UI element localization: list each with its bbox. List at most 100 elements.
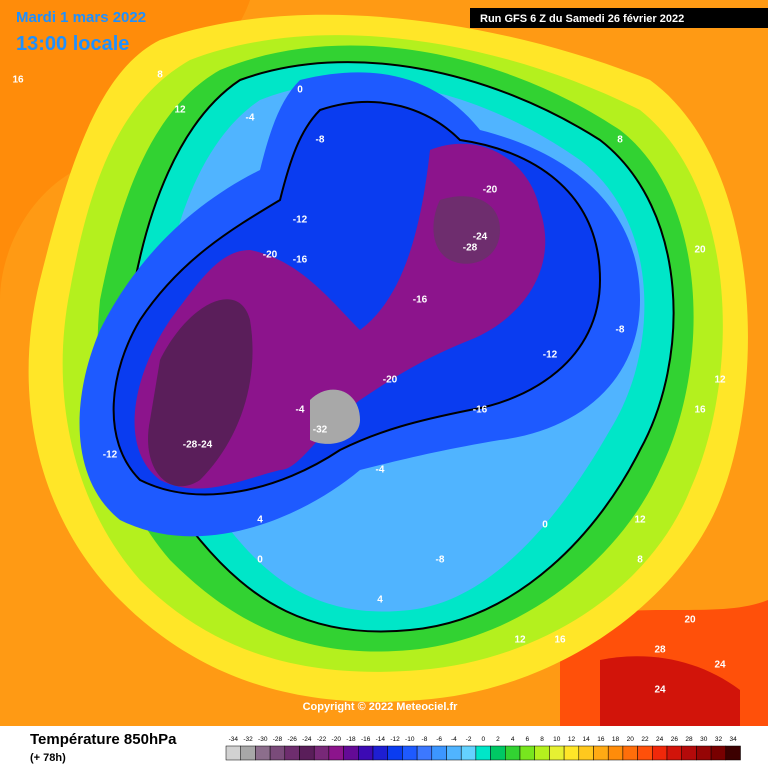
legend-value: 22 [641,736,649,743]
contour-label: 8 [157,70,163,81]
contour-label: -8 [316,135,325,146]
legend-swatch [725,745,741,761]
legend-swatch [402,745,418,761]
color-legend: -34 -32 -30 -28 -26 -24 -22 -20 -18 -16 -14 -12 -10-… [225,736,741,761]
legend-value: 30 [700,736,708,743]
legend-swatch [328,745,344,761]
contour-label: 8 [617,135,623,146]
legend-swatch [519,745,535,761]
contour-label: 16 [694,405,706,416]
legend-swatch [416,745,433,761]
legend-value: -12 [390,736,400,743]
contour-label: 12 [634,515,646,526]
legend-value: 26 [671,736,679,743]
contour-label: -32 [313,425,328,436]
contour-label: -24 [473,232,488,243]
legend-swatch [681,745,697,761]
legend-swatch [269,745,286,761]
legend-swatch [446,745,462,761]
legend-swatch [387,745,403,761]
legend-value: 4 [511,736,515,743]
contour-label: -28 [463,243,478,254]
legend-value: -14 [376,736,386,743]
contour-label: 16 [554,635,566,646]
legend-swatch [240,745,256,761]
legend-swatch [549,745,565,761]
legend-value: -4 [451,736,457,743]
legend-swatch [358,745,374,761]
legend-swatch [710,745,727,761]
contour-label: 4 [257,515,263,526]
contour-label: -4 [296,405,305,416]
legend-value: 10 [553,736,561,743]
run-label: Run GFS 6 Z du Samedi 26 février 2022 [480,13,684,25]
contour-labels: 1612840-4-8-12-16-20-24-28-32-20-16-12-8… [12,70,726,696]
legend-swatch [652,745,668,761]
contour-label: -20 [483,185,498,196]
contour-label: -20 [383,375,398,386]
zone-neg24 [433,196,500,264]
contour-label: 12 [514,635,526,646]
legend-value: 12 [568,736,576,743]
zone-neg24 [148,299,253,487]
legend-swatch [534,745,550,761]
legend-value: -10 [405,736,415,743]
contour-label: 28 [654,645,666,656]
legend-value: -34 [229,736,239,743]
legend-value: -22 [317,736,327,743]
legend-swatch [578,745,594,761]
contour-label: -16 [293,255,308,266]
contour-label: 12 [174,105,186,116]
contour-label: 20 [694,245,706,256]
contour-label: -4 [376,465,385,476]
contour-label: 0 [297,85,303,96]
contour-label: -16 [413,295,428,306]
legend-value: -16 [361,736,371,743]
contour-label: 12 [714,375,726,386]
legend-value: 6 [526,736,530,743]
legend-value: -30 [258,736,268,743]
legend-swatch [490,745,506,761]
legend-value: -32 [243,736,253,743]
run-box [470,8,768,28]
contour-label: -12 [103,450,118,461]
contour-label: -8 [616,325,625,336]
legend-swatch [607,745,624,761]
contour-label: -8 [436,555,445,566]
legend-swatch [637,745,653,761]
legend-swatch [505,745,521,761]
footer-lead: (+ 78h) [30,752,66,764]
contour-label: 24 [714,660,726,671]
zone-neg32 [310,389,360,444]
legend-value: 28 [685,736,693,743]
contour-label: -28 [183,440,198,451]
legend-value: 8 [540,736,544,743]
contour-label: 0 [542,520,548,531]
legend-value: -6 [436,736,442,743]
footer-title: Température 850hPa [30,731,177,748]
legend-value: 18 [612,736,620,743]
contour-label: 20 [684,615,696,626]
legend-value: 20 [627,736,635,743]
date-label: Mardi 1 mars 2022 [16,9,146,26]
legend-swatch [299,745,315,761]
contour-label: 4 [377,595,383,606]
legend-swatch [460,745,477,761]
legend-swatch [284,745,300,761]
legend-value: -8 [422,736,428,743]
legend-value: -26 [287,736,297,743]
legend-swatch [593,745,609,761]
legend-swatch [255,745,271,761]
contour-label: 0 [257,555,263,566]
legend-value: -28 [273,736,283,743]
legend-swatch [313,745,330,761]
legend-swatch [475,745,491,761]
legend-value: 14 [583,736,591,743]
contour-label: 16 [12,75,24,86]
legend-swatch [666,745,682,761]
legend-swatch [225,745,241,761]
legend-swatch [563,745,580,761]
time-label: 13:00 locale [16,33,129,55]
legend-value: 34 [730,736,738,743]
legend-value: 16 [597,736,605,743]
